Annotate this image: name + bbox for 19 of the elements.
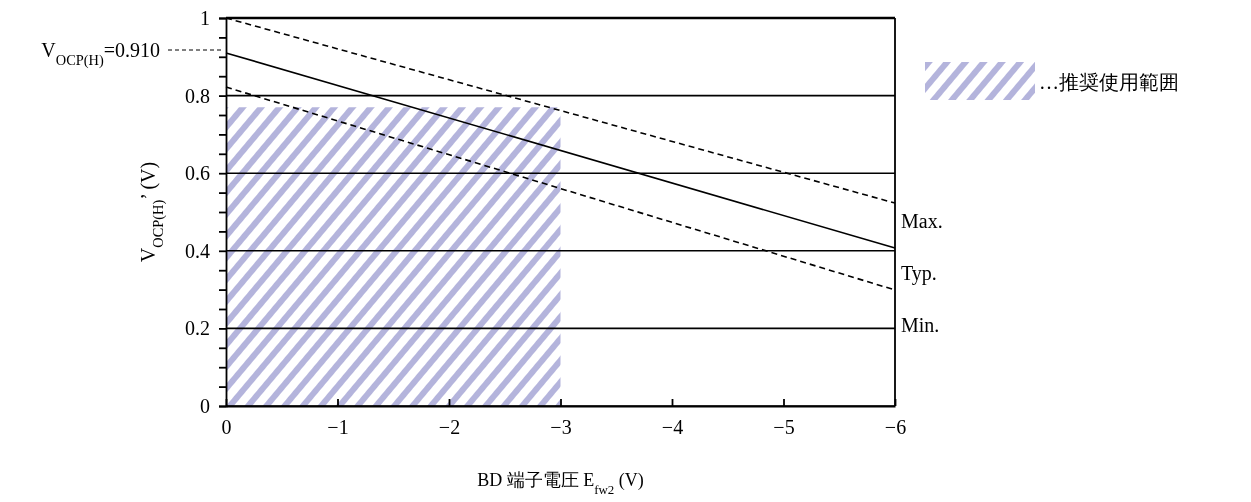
text: Typ. <box>901 262 937 285</box>
x-tick-label: −3 <box>550 416 572 439</box>
text: …推奨使用範囲 <box>1039 71 1179 93</box>
y-tick-label: 0.2 <box>185 317 210 340</box>
x-tick-label: −2 <box>438 416 461 439</box>
x-axis-title: BD 端子電圧 E$_{fw2}$ (V) <box>477 470 644 497</box>
y-tick-label: 0.8 <box>185 84 210 107</box>
x-tick-label: −4 <box>661 416 684 439</box>
y-tick-label: 0 <box>200 394 210 417</box>
x-tick-label: −1 <box>327 416 349 439</box>
x-tick-label: 0 <box>221 416 232 439</box>
x-tick-label: −5 <box>773 416 795 439</box>
y-tick-label: 1 <box>200 6 210 29</box>
x-tick-label: −6 <box>884 416 907 439</box>
text: Max. <box>901 210 943 232</box>
y-tick-label: 0.4 <box>185 239 210 262</box>
y-tick-label: 0.6 <box>185 162 210 185</box>
text: Min. <box>901 314 940 336</box>
text: V$_{OCP(H)}$=0.910 <box>41 39 160 69</box>
